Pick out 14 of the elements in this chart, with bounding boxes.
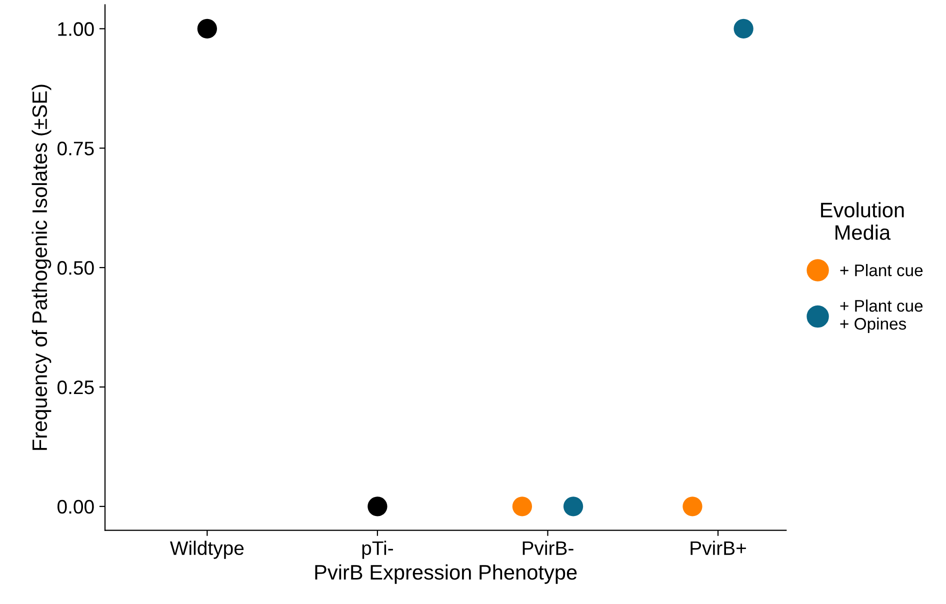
legend-label: + Plant cue + Opines xyxy=(840,300,923,334)
y-tick-label: 1.00 xyxy=(58,22,94,36)
legend-label: + Plant cue xyxy=(840,264,923,276)
y-tick-label: 0.50 xyxy=(58,261,94,275)
x-tick-label: PvirB- xyxy=(522,540,574,555)
y-tick-label: 0.00 xyxy=(58,500,94,514)
x-tick-label: PvirB+ xyxy=(690,540,746,555)
x-tick-label: Wildtype xyxy=(170,540,244,559)
y-tick-label: 0.25 xyxy=(58,380,94,394)
x-axis-title: PvirB Expression Phenotype xyxy=(315,564,577,584)
y-tick-label: 0.75 xyxy=(58,142,94,156)
x-tick-label: pTi- xyxy=(362,540,393,559)
legend-title: Evolution Media xyxy=(821,202,904,240)
y-axis-title: Frequency of Pathogenic Isolates (±SE) xyxy=(32,84,52,450)
